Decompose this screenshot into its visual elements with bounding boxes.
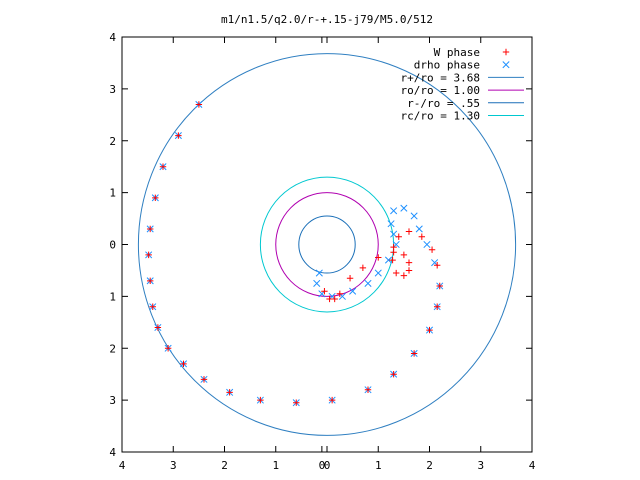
w-phase-point <box>392 269 400 277</box>
w-phase-point <box>400 251 408 259</box>
reference-circles <box>137 53 517 436</box>
drho-phase-point <box>423 240 431 249</box>
w-phase-point <box>389 256 396 264</box>
y-tick-label: 2 <box>109 342 116 355</box>
legend-sample <box>502 61 510 69</box>
y-tick-label: 0 <box>109 239 116 252</box>
w-phase-point <box>426 326 433 334</box>
w-phase-point <box>428 246 436 253</box>
w-phase-point <box>375 254 382 261</box>
w-phase-point <box>390 370 397 378</box>
drho-phase-point <box>384 256 393 264</box>
legend-label: rc/ro = 1.30 <box>401 110 480 123</box>
x-tick-label: 2 <box>221 459 228 472</box>
w-phase-point <box>405 259 413 266</box>
y-tick-label: 1 <box>109 290 116 303</box>
x-tick-label: 3 <box>170 459 177 472</box>
legend-label: drho phase <box>414 59 480 72</box>
x-tick-label: 4 <box>529 459 536 472</box>
w-phase-point <box>400 272 408 279</box>
w-phase-point <box>257 396 264 404</box>
circle-5 <box>259 176 395 313</box>
circle-4 <box>298 215 356 274</box>
drho-phase-point <box>387 220 395 228</box>
y-tick-label: 3 <box>109 83 116 96</box>
drho-phase-point <box>374 269 382 277</box>
drho-phase-point <box>349 287 357 295</box>
x-tick-label: 1 <box>272 459 279 472</box>
y-tick-label: 4 <box>109 31 116 44</box>
y-tick-label: 2 <box>109 135 116 148</box>
w-phase-point <box>293 399 300 406</box>
w-phase-point <box>321 287 328 295</box>
legend-label: ro/ro = 1.00 <box>401 84 480 97</box>
drho-phase-point <box>400 204 408 212</box>
y-axis-tick-labels: 4 3 2 1 0 1 2 3 4 <box>109 31 116 459</box>
phase-points <box>145 48 510 407</box>
w-phase-point <box>418 233 426 240</box>
legend-label: r+/ro = 3.68 <box>401 71 480 84</box>
w-phase-point <box>226 389 233 396</box>
w-phase-point <box>433 303 441 310</box>
w-phase-point <box>328 396 336 404</box>
w-phase-point <box>433 262 441 269</box>
w-phase-point <box>405 228 413 235</box>
w-phase-point <box>159 163 167 170</box>
x-tick-label: 1 <box>375 459 382 472</box>
w-phase-point <box>149 303 156 310</box>
drho-phase-point <box>364 279 372 287</box>
w-phase-point <box>146 225 154 233</box>
x-tick-label: 3 <box>477 459 484 472</box>
circle-2 <box>137 53 517 436</box>
w-phase-point <box>326 295 333 303</box>
x-tick-label: 0 <box>324 459 331 472</box>
x-tick-label: 4 <box>119 459 126 472</box>
chart-title: m1/n1.5/q2.0/r-+.15-j79/M5.0/512 <box>221 13 433 26</box>
w-phase-point <box>164 345 172 352</box>
x-tick-label: 2 <box>426 459 433 472</box>
w-phase-point <box>405 267 413 274</box>
y-tick-label: 3 <box>109 394 116 407</box>
axis-ticks <box>121 36 533 453</box>
drho-phase-point <box>410 212 418 220</box>
y-tick-label: 1 <box>109 187 116 200</box>
w-phase-point <box>359 264 367 272</box>
x-axis-tick-labels: 4 3 2 1 00 1 2 3 4 <box>119 459 536 472</box>
legend-label: W phase <box>434 46 480 59</box>
w-phase-point <box>390 249 397 256</box>
x-tick-label: 0 <box>319 459 326 472</box>
w-phase-point <box>395 233 402 240</box>
w-phase-point <box>146 277 154 285</box>
w-phase-point <box>346 275 354 282</box>
w-phase-point <box>200 376 208 383</box>
circle-3 <box>275 192 379 297</box>
legend-label: r-/ro = .55 <box>407 97 480 110</box>
w-phase-point <box>195 101 203 108</box>
w-phase-point <box>364 386 372 393</box>
drho-phase-point <box>313 279 321 287</box>
w-phase-point <box>336 290 344 297</box>
w-phase-point <box>436 282 443 290</box>
w-phase-point <box>154 324 162 331</box>
w-phase-point <box>410 350 418 357</box>
drho-phase-point <box>315 269 323 277</box>
w-phase-point <box>152 194 159 202</box>
w-phase-point <box>145 251 152 259</box>
legend-sample <box>502 48 510 56</box>
w-phase-point <box>175 132 182 139</box>
w-phase-point <box>180 360 187 368</box>
drho-phase-point <box>415 225 423 233</box>
drho-phase-point <box>390 207 398 215</box>
y-tick-label: 4 <box>109 446 116 459</box>
